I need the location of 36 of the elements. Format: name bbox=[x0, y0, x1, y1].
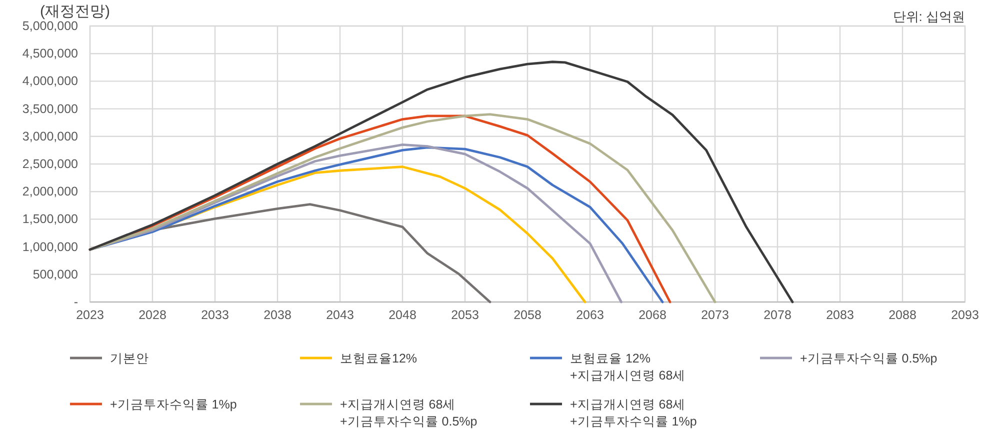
y-tick-label: 2,000,000 bbox=[22, 184, 78, 199]
y-tick-label: 3,000,000 bbox=[22, 129, 78, 144]
y-tick-label: 4,500,000 bbox=[22, 46, 78, 61]
legend-label: +기금투자수익률 1%p bbox=[110, 398, 237, 412]
y-tick-label: 1,000,000 bbox=[22, 240, 78, 254]
x-tick-label: 2083 bbox=[826, 308, 854, 322]
x-tick-label: 2058 bbox=[514, 308, 542, 322]
x-tick-label: 2068 bbox=[638, 308, 666, 322]
x-tick-label: 2043 bbox=[326, 308, 354, 322]
chart-title: (재정전망) bbox=[40, 3, 110, 20]
text: 단위: 십억원 bbox=[892, 9, 965, 24]
x-tick-label: 2048 bbox=[388, 308, 416, 322]
y-tick-label: - bbox=[74, 295, 78, 309]
x-tick-label: 2038 bbox=[264, 308, 292, 322]
x-tick-label: 2063 bbox=[576, 308, 604, 322]
y-tick-label: 2,500,000 bbox=[22, 157, 78, 171]
legend-label: +기금투자수익률 0.5%p bbox=[800, 352, 938, 366]
x-tick-label: 2053 bbox=[451, 308, 479, 322]
legend-label: 보험료율 12% +지급개시연령 68세 bbox=[570, 352, 686, 382]
x-tick-label: 2088 bbox=[888, 308, 916, 322]
x-tick-label: 2028 bbox=[138, 308, 166, 322]
legend-label: +지급개시연령 68세 +기금투자수익률 0.5%p bbox=[340, 398, 478, 428]
x-tick-label: 2078 bbox=[764, 308, 792, 322]
line-series bbox=[88, 60, 794, 304]
y-tick-label: 5,000,000 bbox=[22, 19, 78, 33]
x-tick-label: 2033 bbox=[201, 308, 229, 322]
x-tick-label: 2023 bbox=[76, 308, 104, 322]
x-tick-label: 2093 bbox=[951, 308, 979, 322]
legend-label: 기본안 bbox=[110, 352, 149, 366]
y-tick-label: 1,500,000 bbox=[22, 212, 78, 226]
y-tick-label: 3,500,000 bbox=[22, 102, 78, 116]
y-tick-label: 4,000,000 bbox=[22, 74, 78, 88]
legend-label: +지급개시연령 68세 +기금투자수익률 1%p bbox=[570, 398, 697, 428]
x-tick-label: 2073 bbox=[701, 308, 729, 322]
y-tick-label: 500,000 bbox=[32, 267, 78, 282]
legend-label: 보험료율12% bbox=[340, 352, 418, 366]
